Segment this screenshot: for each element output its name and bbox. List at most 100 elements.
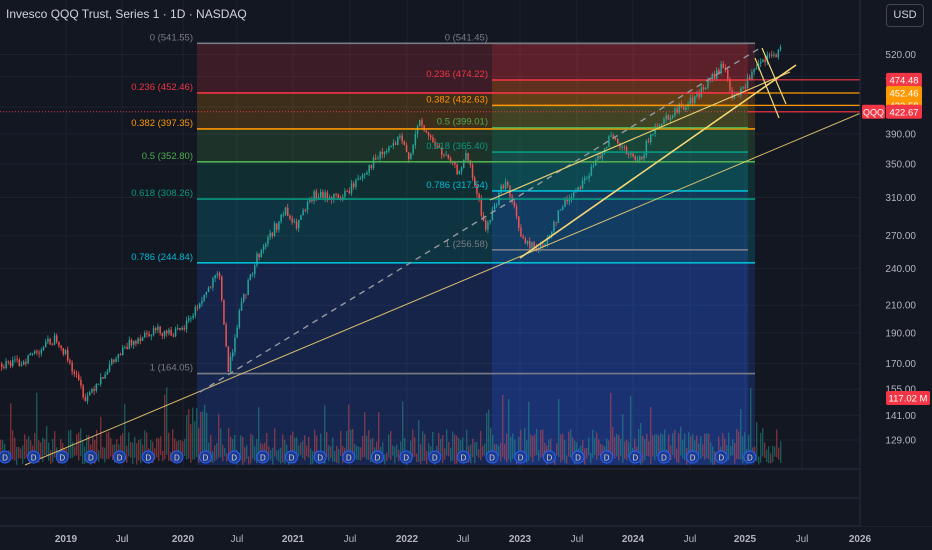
fib-short-zone xyxy=(492,43,748,80)
candle-body xyxy=(130,339,133,345)
volume-bar xyxy=(688,432,690,456)
volume-bar xyxy=(120,435,122,456)
fib-long-zone xyxy=(197,92,755,129)
volume-bar xyxy=(670,445,672,461)
candle-body xyxy=(344,191,346,197)
volume-bar xyxy=(110,437,112,457)
volume-bar xyxy=(416,453,418,462)
price-badge xyxy=(886,72,922,87)
dividend-label: D xyxy=(690,454,696,463)
candle-body xyxy=(27,355,29,364)
volume-bar xyxy=(704,433,706,460)
volume-bar xyxy=(642,435,644,463)
dividend-icon xyxy=(628,450,642,464)
candle-body xyxy=(1,363,3,368)
volume-bar xyxy=(220,428,222,458)
candle-body xyxy=(463,159,465,168)
candle-body xyxy=(381,151,384,155)
volume-bar xyxy=(40,442,42,459)
volume-bar xyxy=(440,438,442,456)
fib-long-zone xyxy=(197,161,755,200)
volume-bar xyxy=(616,433,618,457)
candle-body xyxy=(491,209,494,221)
candle-body xyxy=(300,215,302,220)
volume-bar xyxy=(400,441,402,456)
candle-body xyxy=(238,310,241,328)
candle-body xyxy=(100,377,102,385)
fib-short-label: 0.236 (474.22) xyxy=(426,69,488,80)
volume-bar xyxy=(20,448,22,459)
candle-body xyxy=(526,240,529,244)
candle-body xyxy=(436,146,439,148)
volume-bar xyxy=(524,428,526,458)
candle-body xyxy=(260,249,263,258)
fib-short-label: 0.5 (399.01) xyxy=(437,117,488,128)
dividend-marker: D xyxy=(256,450,270,464)
fib-short-label: 0.382 (432.63) xyxy=(426,94,488,105)
candle-body xyxy=(203,294,205,301)
candle-body xyxy=(221,276,223,300)
volume-bar xyxy=(470,444,472,464)
volume-bar xyxy=(158,438,160,461)
volume-bar xyxy=(342,445,344,464)
candle-body xyxy=(346,191,348,192)
volume-bar xyxy=(420,444,422,465)
candle-body xyxy=(674,108,676,116)
volume-bar xyxy=(164,394,166,460)
volume-bar xyxy=(234,434,236,456)
candle-body xyxy=(606,146,608,149)
price-badge xyxy=(886,104,922,119)
fib-long-label: 0.618 (308.26) xyxy=(131,188,193,199)
volume-bar xyxy=(664,429,666,459)
candle-body xyxy=(357,178,359,181)
candle-body xyxy=(423,125,425,131)
candle-body xyxy=(705,87,707,90)
currency-button[interactable]: USD xyxy=(886,4,924,27)
volume-bar xyxy=(540,430,542,459)
fib-short-zone xyxy=(492,105,748,128)
candle-body xyxy=(78,374,80,380)
volume-bar xyxy=(328,445,330,461)
candle-body xyxy=(540,244,542,249)
candle-body xyxy=(570,196,573,199)
fib-long-zone xyxy=(197,128,755,162)
volume-bar xyxy=(736,428,738,459)
volume-bar xyxy=(182,441,184,457)
candle-body xyxy=(350,183,353,194)
dividend-label: D xyxy=(59,454,65,463)
candle-body xyxy=(212,278,214,288)
candle-body xyxy=(144,333,146,338)
volume-bar xyxy=(200,412,202,456)
candle-body xyxy=(190,317,192,319)
volume-bar xyxy=(518,436,520,462)
volume-bar xyxy=(610,392,612,459)
candle-body xyxy=(229,356,232,372)
volume-bar xyxy=(194,421,196,460)
price-axis-tick: 270.00 xyxy=(885,231,916,242)
volume-bar xyxy=(568,431,570,457)
candle-body xyxy=(524,238,527,244)
candle-body xyxy=(18,359,21,367)
candle-body xyxy=(722,63,725,69)
dividend-marker: D xyxy=(370,450,384,464)
fib-long-label: 0 (541.55) xyxy=(150,32,193,43)
volume-bar xyxy=(14,437,16,461)
volume-bar xyxy=(446,429,448,456)
dividend-label: D xyxy=(2,454,8,463)
candle-body xyxy=(139,338,142,341)
candle-body xyxy=(410,153,412,160)
volume-bar xyxy=(644,439,646,461)
volume-bar xyxy=(246,445,248,459)
volume-bar xyxy=(232,439,234,458)
candle-body xyxy=(458,171,461,175)
volume-bar xyxy=(558,398,560,457)
price-axis-tick: 390.00 xyxy=(885,130,916,141)
candle-body xyxy=(531,242,533,249)
volume-badge xyxy=(886,391,930,405)
volume-bar xyxy=(38,440,40,463)
candle-body xyxy=(192,315,194,318)
candle-body xyxy=(478,193,480,199)
time-axis-tick: Jul xyxy=(344,534,357,545)
dividend-marker: D xyxy=(514,450,528,464)
